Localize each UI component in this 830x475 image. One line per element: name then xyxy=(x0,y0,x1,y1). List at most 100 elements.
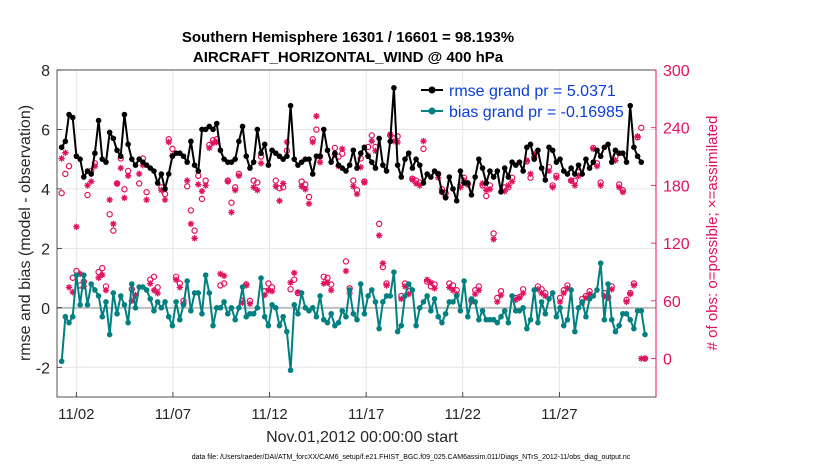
rmse-point xyxy=(383,168,390,174)
obs-assimilated-marker xyxy=(316,159,324,166)
bias-point xyxy=(217,305,224,311)
bias-point xyxy=(623,310,630,317)
bias-point xyxy=(221,299,227,305)
obs-assimilated-marker xyxy=(634,133,641,140)
obs-possible-marker xyxy=(375,220,383,228)
bias-point xyxy=(527,316,534,323)
bias-point xyxy=(143,287,150,293)
rmse-point xyxy=(346,162,353,168)
rmse-point xyxy=(594,147,600,154)
obs-assimilated-marker xyxy=(283,138,291,146)
obs-assimilated-marker xyxy=(187,220,195,228)
obs-assimilated-marker xyxy=(457,184,464,191)
obs-assimilated-marker xyxy=(76,270,84,278)
bias-point xyxy=(228,305,235,311)
obs-assimilated-marker xyxy=(339,145,346,153)
bias-point xyxy=(125,319,131,326)
legend: rmse grand pr = 5.0371 bias grand pr = -… xyxy=(421,83,624,121)
rmse-point xyxy=(394,162,401,168)
rmse-point xyxy=(579,171,586,177)
obs-assimilated-marker xyxy=(302,186,309,193)
rmse-point xyxy=(487,168,493,174)
rmse-point xyxy=(435,171,442,177)
obs-assimilated-marker xyxy=(161,196,169,204)
rmse-point xyxy=(405,150,412,157)
bias-point xyxy=(391,269,397,275)
rmse-point xyxy=(217,147,224,154)
bias-point xyxy=(295,310,301,317)
obs-assimilated-marker xyxy=(409,176,416,183)
rmse-point xyxy=(501,165,508,171)
obs-assimilated-marker xyxy=(619,188,627,196)
obs-possible-marker xyxy=(106,211,113,218)
obs-assimilated-marker xyxy=(224,178,231,185)
bias-point xyxy=(154,299,161,305)
obs-assimilated-marker xyxy=(132,291,139,299)
obs-possible-marker xyxy=(220,280,228,287)
obs-assimilated-marker xyxy=(490,236,497,243)
rmse-point xyxy=(457,168,464,174)
obs-assimilated-marker xyxy=(272,183,279,190)
left-tick-label: 2 xyxy=(41,241,50,258)
bias-point xyxy=(224,310,231,317)
obs-assimilated-marker xyxy=(268,288,276,295)
rmse-point xyxy=(320,126,327,133)
rmse-point xyxy=(69,114,76,121)
rmse-point xyxy=(453,198,460,204)
bias-point xyxy=(509,293,515,299)
bias-point xyxy=(564,316,571,323)
rmse-point xyxy=(520,168,526,174)
bias-point xyxy=(106,331,113,338)
obs-possible-marker xyxy=(169,145,176,153)
obs-assimilated-marker xyxy=(412,180,420,187)
rmse-point xyxy=(372,165,379,171)
rmse-point xyxy=(125,141,131,148)
rmse-point xyxy=(103,159,109,165)
obs-assimilated-marker xyxy=(508,178,516,185)
rmse-point xyxy=(391,85,397,91)
bias-point xyxy=(177,316,183,323)
rmse-point xyxy=(416,162,423,168)
x-axis: 11/02 11/07 11/12 11/17 11/22 11/27 xyxy=(58,392,578,423)
rmse-point xyxy=(483,180,490,186)
obs-assimilated-marker xyxy=(564,285,571,292)
bias-point xyxy=(420,299,427,305)
obs-assimilated-marker xyxy=(84,182,91,189)
obs-possible-marker xyxy=(291,276,298,283)
rmse-point xyxy=(243,153,250,160)
bias-point xyxy=(542,310,549,317)
obs-assimilated-marker xyxy=(446,284,453,291)
bias-point xyxy=(114,310,120,317)
bias-point xyxy=(239,284,246,290)
rmse-point xyxy=(605,141,611,148)
rmse-point xyxy=(58,144,65,151)
rmse-point xyxy=(184,159,190,165)
obs-assimilated-marker xyxy=(239,299,246,306)
rmse-point xyxy=(343,168,349,174)
rmse-point xyxy=(250,159,257,165)
bias-point xyxy=(151,307,157,314)
legend-bias-label: bias grand pr = -0.16985 xyxy=(449,104,624,121)
rmse-point xyxy=(623,159,630,165)
rmse-point xyxy=(535,147,541,154)
bias-point xyxy=(343,313,349,320)
obs-assimilated-marker xyxy=(527,170,534,178)
rmse-point xyxy=(210,126,216,133)
obs-assimilated-marker xyxy=(228,209,235,216)
rmse-series xyxy=(58,85,645,204)
bias-point xyxy=(560,322,567,329)
bias-point xyxy=(250,310,257,317)
obs-assimilated-marker xyxy=(150,287,158,294)
obs-possible-marker xyxy=(305,193,313,201)
x-tick-label: 11/17 xyxy=(348,406,384,423)
obs-assimilated-marker xyxy=(361,179,368,186)
obs-assimilated-marker xyxy=(494,298,501,305)
bias-point xyxy=(579,299,586,305)
x-tick-label: 11/22 xyxy=(445,406,481,423)
obs-assimilated-marker xyxy=(87,178,95,185)
rmse-point xyxy=(254,126,261,133)
plot-area xyxy=(57,70,656,397)
rmse-point xyxy=(92,150,98,157)
bias-point xyxy=(66,319,72,326)
